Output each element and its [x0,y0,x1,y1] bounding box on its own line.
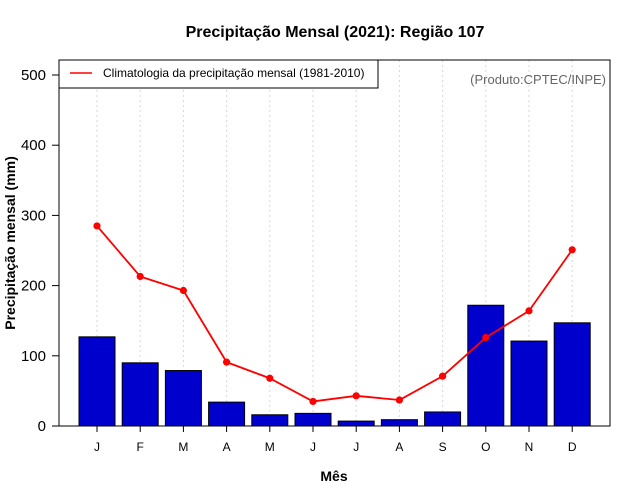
bar-8 [380,419,418,427]
bar-12 [553,322,591,427]
climatology-point-7 [352,392,360,400]
bar-10 [467,304,505,427]
bar-1 [78,336,116,427]
x-tick-label-5: M [265,440,275,454]
y-axis: 0 100 200 300 400 500 [21,67,60,435]
climatology-point-12 [568,246,576,254]
x-tick-label-6: J [310,440,316,454]
x-tick-label-2: F [137,440,144,454]
x-tick-label-7: J [353,440,359,454]
x-tick-label-3: M [178,440,188,454]
legend-label: Climatologia da precipitação mensal (198… [103,66,364,80]
climatology-point-11 [525,307,533,315]
climatology-point-10 [482,333,490,342]
bar-2 [121,362,159,427]
y-tick-label-100: 100 [21,348,46,365]
x-tick-label-10: O [481,440,490,454]
climatology-point-1 [93,222,101,230]
chart-title: Precipitação Mensal (2021): Região 107 [186,24,485,41]
x-tick-label-11: N [525,440,534,454]
y-axis-title: Precipitação mensal (mm) [2,156,18,330]
bar-5 [251,414,289,427]
climatology-points [93,222,576,406]
climatology-series-line [96,225,573,403]
x-tick-label-12: D [568,440,577,454]
climatology-point-8 [395,396,403,404]
bar-3 [164,370,202,427]
legend-box [58,59,379,89]
bar-4 [208,401,246,427]
climatology-line [96,225,573,403]
x-tick-label-9: S [439,440,447,454]
bar-6 [294,412,332,427]
credit-annotation: (Produto:CPTEC/INPE) [470,72,606,87]
bar-9 [424,411,462,427]
y-tick-label-300: 300 [21,207,46,224]
climatology-point-5 [266,374,274,382]
y-tick-label-0: 0 [38,418,46,435]
bar-11 [510,340,548,427]
climatology-point-3 [179,286,187,295]
legend: Climatologia da precipitação mensal (198… [58,59,379,89]
climatology-point-6 [309,397,317,406]
climatology-point-4 [223,358,231,366]
y-tick-label-500: 500 [21,67,46,84]
y-tick-label-200: 200 [21,278,46,295]
y-tick-label-400: 400 [21,137,46,154]
climatology-point-2 [136,272,144,281]
bar-7 [337,420,375,427]
x-tick-label-1: J [94,440,100,454]
x-axis-title: Mês [320,468,347,484]
climatology-point-9 [439,372,447,380]
x-tick-label-4: A [223,440,231,454]
bars [78,304,591,427]
x-tick-label-8: A [395,440,403,454]
